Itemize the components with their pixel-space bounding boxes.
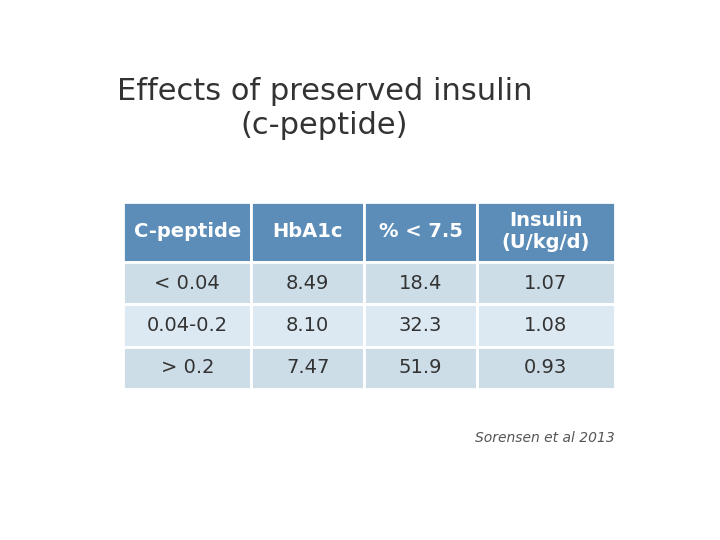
- Text: HbA1c: HbA1c: [272, 222, 343, 241]
- Text: 32.3: 32.3: [399, 316, 442, 335]
- FancyBboxPatch shape: [364, 202, 477, 262]
- FancyBboxPatch shape: [124, 262, 251, 305]
- FancyBboxPatch shape: [477, 305, 615, 347]
- FancyBboxPatch shape: [364, 262, 477, 305]
- FancyBboxPatch shape: [251, 305, 364, 347]
- Text: Sorensen et al 2013: Sorensen et al 2013: [474, 431, 615, 446]
- FancyBboxPatch shape: [364, 347, 477, 389]
- Text: 18.4: 18.4: [399, 274, 442, 293]
- Text: 7.47: 7.47: [286, 359, 329, 377]
- FancyBboxPatch shape: [124, 305, 251, 347]
- FancyBboxPatch shape: [124, 347, 251, 389]
- FancyBboxPatch shape: [364, 305, 477, 347]
- FancyBboxPatch shape: [251, 347, 364, 389]
- Text: Insulin
(U/kg/d): Insulin (U/kg/d): [502, 212, 590, 253]
- FancyBboxPatch shape: [251, 202, 364, 262]
- Text: C-peptide: C-peptide: [134, 222, 241, 241]
- FancyBboxPatch shape: [477, 202, 615, 262]
- Text: 51.9: 51.9: [399, 359, 442, 377]
- Text: 0.93: 0.93: [524, 359, 567, 377]
- Text: 1.07: 1.07: [524, 274, 567, 293]
- FancyBboxPatch shape: [251, 262, 364, 305]
- Text: Effects of preserved insulin
(c-peptide): Effects of preserved insulin (c-peptide): [117, 77, 532, 140]
- Text: 1.08: 1.08: [524, 316, 567, 335]
- Text: 8.49: 8.49: [286, 274, 329, 293]
- Text: > 0.2: > 0.2: [161, 359, 214, 377]
- FancyBboxPatch shape: [477, 347, 615, 389]
- FancyBboxPatch shape: [477, 262, 615, 305]
- Text: < 0.04: < 0.04: [155, 274, 220, 293]
- FancyBboxPatch shape: [124, 202, 251, 262]
- Text: 0.04-0.2: 0.04-0.2: [147, 316, 228, 335]
- Text: 8.10: 8.10: [286, 316, 329, 335]
- Text: % < 7.5: % < 7.5: [379, 222, 462, 241]
